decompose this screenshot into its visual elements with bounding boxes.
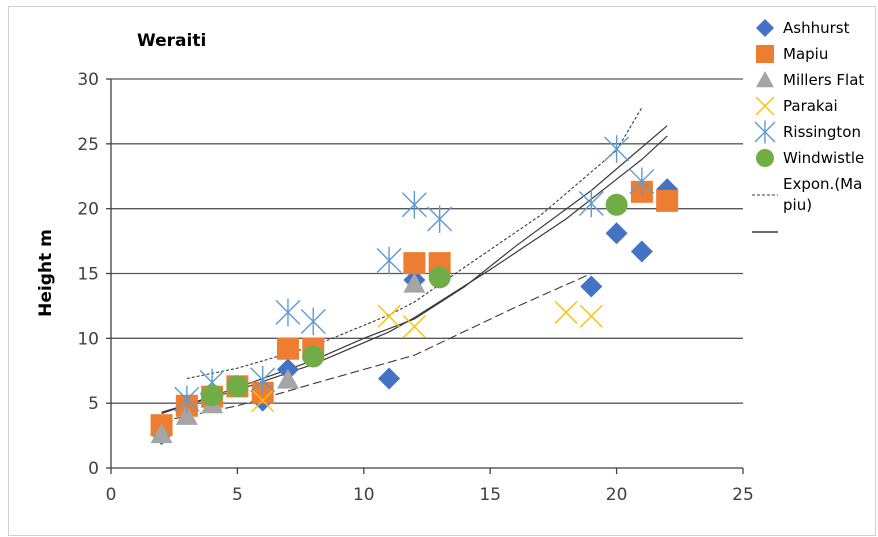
x-tick-label-20: 20	[606, 485, 628, 505]
y-axis-label: Height m	[36, 229, 56, 317]
x-tick-label-10: 10	[353, 485, 375, 505]
y-tick-label-5: 5	[88, 394, 99, 414]
point-ashhurst-6	[378, 367, 401, 390]
legend-marker-mapiu	[756, 45, 774, 63]
trendline-4	[161, 272, 592, 422]
y-tick-label-30: 30	[77, 70, 99, 90]
point-windwistle-4	[428, 266, 451, 289]
point-ashhurst-8	[580, 275, 603, 298]
x-tick-label-0: 0	[106, 485, 117, 505]
legend-label-parakai: Parakai	[783, 97, 838, 115]
series-windwistle	[201, 193, 628, 407]
point-rissington-10	[604, 135, 630, 163]
legend-label-millers-flat: Millers Flat	[783, 71, 864, 89]
point-parakai-5	[579, 304, 603, 328]
legend-label-ashhurst: Ashhurst	[783, 19, 850, 37]
point-parakai-1	[251, 389, 275, 413]
point-parakai-3	[402, 315, 426, 339]
point-ashhurst-10	[630, 240, 653, 263]
point-millers-flat-5	[403, 272, 426, 293]
legend-label-windwistle: Windwistle	[783, 149, 864, 167]
x-tick-label-5: 5	[232, 485, 243, 505]
point-rissington-3	[250, 366, 276, 394]
point-mapiu-8	[403, 252, 426, 275]
legend-label-expon-mapiu-1: Expon.(Ma	[783, 175, 862, 193]
point-rissington-4	[275, 298, 301, 327]
point-parakai-2	[377, 304, 401, 328]
y-tick-label-15: 15	[77, 265, 99, 285]
series-parakai	[251, 300, 603, 413]
legend-marker-windwistle	[756, 149, 774, 167]
legend-marker-millers-flat	[756, 71, 774, 88]
legend-label-rissington: Rissington	[783, 123, 861, 141]
point-windwistle-2	[226, 375, 249, 398]
point-rissington-11	[629, 167, 655, 196]
point-mapiu-6	[276, 337, 299, 360]
legend-label-mapiu: Mapiu	[783, 45, 828, 63]
point-rissington-9	[578, 189, 604, 218]
legend-label-expon-mapiu-2: piu)	[783, 196, 812, 214]
point-millers-flat-4	[276, 368, 299, 389]
axes: 0 5 10 15 20 25 30 0 5 10 15 20 25	[77, 70, 753, 505]
y-tick-label-25: 25	[77, 135, 99, 155]
y-tick-label-20: 20	[77, 200, 99, 220]
x-tick-label-15: 15	[479, 485, 501, 505]
x-tick-label-25: 25	[732, 485, 754, 505]
trendline-1	[186, 107, 643, 380]
point-windwistle-1	[201, 384, 224, 407]
point-rissington-7	[401, 190, 427, 219]
point-millers-flat-1	[150, 423, 173, 444]
y-tick-label-0: 0	[88, 459, 99, 479]
data-markers	[150, 135, 679, 446]
point-millers-flat-2	[175, 405, 198, 425]
point-ashhurst-9	[605, 222, 628, 245]
y-tick-label-10: 10	[77, 329, 99, 349]
point-windwistle-5	[605, 193, 628, 216]
point-rissington-6	[376, 246, 402, 275]
legend-marker-parakai	[755, 96, 775, 116]
point-parakai-4	[554, 300, 578, 324]
series-rissington	[174, 135, 655, 414]
point-rissington-5	[300, 307, 326, 336]
point-windwistle-3	[302, 345, 325, 368]
legend: Ashhurst Mapiu Millers Flat Parakai Rissingt…	[752, 19, 864, 233]
legend-marker-ashhurst	[756, 19, 774, 37]
point-rissington-8	[427, 205, 453, 233]
grid-lines	[111, 78, 743, 404]
point-rissington-1	[174, 385, 200, 414]
chart-title: Weraiti	[137, 31, 206, 51]
legend-marker-rissington	[754, 120, 776, 144]
point-mapiu-11	[656, 189, 679, 212]
